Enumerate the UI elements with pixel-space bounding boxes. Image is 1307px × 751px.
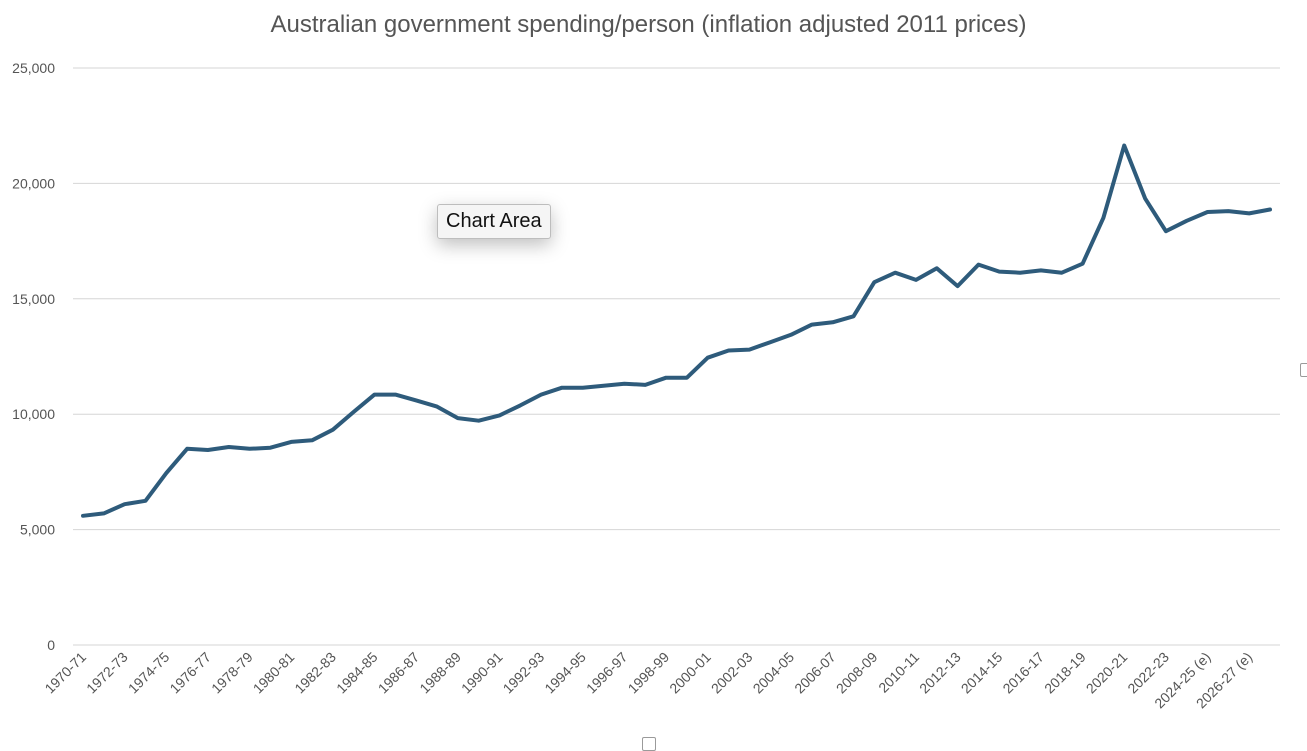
- x-tick-label: 2008-09: [833, 649, 881, 697]
- x-tick-label: 2018-19: [1041, 649, 1089, 697]
- series-line: [81, 143, 1272, 518]
- x-tick-label: 1994-95: [541, 649, 589, 697]
- x-tick-label: 2004-05: [750, 649, 798, 697]
- chart-title: Australian government spending/person (i…: [270, 11, 1027, 38]
- x-tick-label: 2010-11: [875, 649, 922, 696]
- x-tick-label: 2014-15: [958, 649, 1006, 697]
- x-tick-label: 2020-21: [1083, 649, 1131, 697]
- resize-handle-bottom[interactable]: [642, 737, 656, 751]
- x-tick-label: 1998-99: [625, 649, 673, 697]
- x-tick-label: 1986-87: [375, 649, 423, 697]
- x-tick-label: 2006-07: [791, 649, 839, 697]
- y-tick-label: 15,000: [12, 291, 55, 307]
- x-tick-label: 1978-79: [208, 649, 256, 697]
- y-tick-label: 25,000: [12, 60, 55, 76]
- x-tick-label: 1972-73: [83, 649, 131, 697]
- x-tick-label: 1982-83: [291, 649, 339, 697]
- x-tick-label: 1996-97: [583, 649, 631, 697]
- x-tick-label: 1970-71: [41, 649, 89, 697]
- x-tick-label: 1980-81: [250, 649, 298, 697]
- x-tick-label: 2012-13: [916, 649, 964, 697]
- x-tick-label: 1992-93: [500, 649, 548, 697]
- x-tick-label: 1974-75: [125, 649, 173, 697]
- y-tick-label: 0: [47, 637, 55, 653]
- x-tick-label: 2002-03: [708, 649, 756, 697]
- y-tick-label: 5,000: [20, 522, 55, 538]
- x-tick-label: 2016-17: [999, 649, 1047, 697]
- x-tick-label: 1990-91: [458, 649, 506, 697]
- y-tick-label: 20,000: [12, 175, 55, 191]
- x-tick-label: 1984-85: [333, 649, 381, 697]
- x-tick-label: 1976-77: [166, 649, 214, 697]
- x-tick-label: 1988-89: [416, 649, 464, 697]
- y-tick-label: 10,000: [12, 406, 55, 422]
- chart-area-tooltip: Chart Area: [437, 204, 551, 239]
- x-tick-label: 2000-01: [666, 649, 714, 697]
- resize-handle-right[interactable]: [1300, 363, 1307, 377]
